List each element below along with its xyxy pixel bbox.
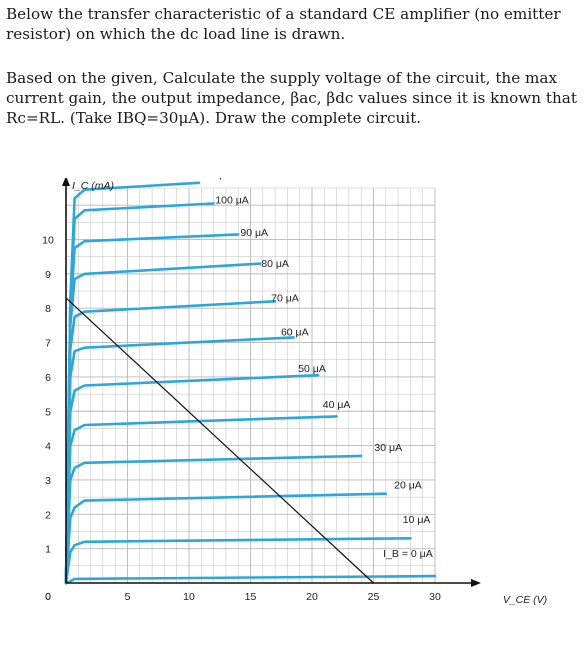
x-tick-label: 10	[183, 591, 195, 603]
chart-axes	[62, 178, 481, 587]
y-tick-label: 2	[45, 509, 51, 521]
chart-grid	[65, 187, 436, 584]
curve-label: 100 μA	[215, 194, 249, 206]
ib-curve	[64, 574, 437, 585]
curve-label: 80 μA	[261, 258, 289, 270]
x-tick-label: 20	[306, 591, 318, 603]
curve-label: 20 μA	[394, 480, 422, 492]
x-axis-arrow-icon	[471, 579, 481, 587]
curve-label: 30 μA	[374, 442, 402, 454]
curve-label: 60 μA	[281, 327, 309, 339]
problem-paragraph-1: Below the transfer characteristic of a s…	[6, 5, 561, 43]
curve-label: 40 μA	[323, 399, 351, 411]
y-tick-label: 5	[45, 406, 51, 418]
curve-label: 110 μA	[200, 178, 233, 181]
x-axis-label: V_CE (V)	[503, 594, 547, 606]
ib-curve	[64, 181, 201, 585]
y-tick-label: 3	[45, 475, 51, 487]
y-tick-label: 9	[45, 269, 51, 281]
y-tick-label: 8	[45, 303, 51, 315]
x-tick-label: 25	[368, 591, 380, 603]
collector-curves	[64, 181, 437, 585]
curve-label: I_B = 0 μA	[383, 548, 433, 560]
y-tick-label: 10	[42, 235, 54, 247]
curve-label: 70 μA	[271, 292, 299, 304]
dc-load-line	[65, 297, 374, 584]
ib-curve	[64, 373, 320, 585]
y-tick-label: 7	[45, 338, 51, 350]
load-line	[65, 297, 374, 584]
ib-curve	[64, 536, 412, 585]
curve-label: 50 μA	[298, 363, 326, 375]
y-tick-label: 1	[45, 544, 51, 556]
x-tick-label: 30	[429, 591, 441, 603]
y-tick-label: 4	[45, 441, 51, 453]
x-tick-label: 0	[45, 591, 51, 603]
problem-paragraph-2: Based on the given, Calculate the supply…	[6, 69, 577, 127]
curve-label: 90 μA	[240, 227, 268, 239]
y-tick-label: 0	[45, 591, 51, 603]
x-tick-label: 5	[125, 591, 131, 603]
chart-labels: I_B = 0 μA 10 μA 20 μA 30 μA 40 μA 50 μA 60 μA…	[42, 178, 547, 606]
x-tick-label: 15	[245, 591, 257, 603]
y-axis-arrow-icon	[62, 178, 70, 186]
y-axis-label: I_C (mA)	[72, 180, 114, 192]
transistor-characteristics-chart: I_B = 0 μA 10 μA 20 μA 30 μA 40 μA 50 μA 60 μA…	[42, 178, 547, 606]
curve-label: 10 μA	[403, 514, 431, 526]
y-tick-label: 6	[45, 372, 51, 384]
